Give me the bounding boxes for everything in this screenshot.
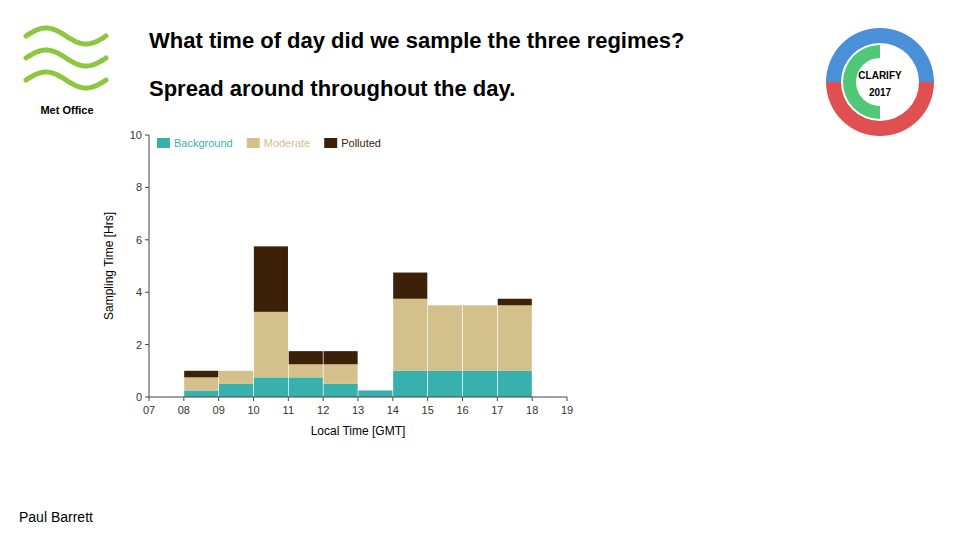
- x-tick: [497, 397, 498, 401]
- x-tick-label: 13: [352, 404, 364, 416]
- bar-segment: [428, 371, 462, 397]
- logo-ring: [843, 45, 880, 119]
- bar-segment: [358, 390, 392, 391]
- bar-segment: [289, 377, 323, 397]
- logo-wave: [26, 50, 106, 66]
- x-tick: [392, 397, 393, 401]
- y-tick-label: 0: [136, 391, 142, 403]
- legend-swatch: [324, 138, 337, 148]
- y-tick: [145, 135, 149, 136]
- legend-label: Moderate: [264, 137, 310, 149]
- bar-segment: [219, 371, 253, 384]
- chart-svg: What time of day did we sample the three…: [0, 0, 960, 540]
- x-tick: [532, 397, 533, 401]
- y-tick-label: 10: [130, 129, 142, 141]
- x-tick-label: 14: [387, 404, 399, 416]
- x-tick: [462, 397, 463, 401]
- bar-segment: [289, 351, 323, 364]
- y-tick-label: 6: [136, 234, 142, 246]
- x-tick-label: 17: [491, 404, 503, 416]
- bar-segment: [184, 390, 218, 397]
- bar-segment: [254, 377, 288, 397]
- bar-segment: [463, 371, 497, 397]
- bar-segment: [184, 371, 218, 378]
- legend: Background Moderate Polluted: [157, 137, 381, 149]
- legend-label: Polluted: [341, 137, 381, 149]
- x-tick-label: 12: [317, 404, 329, 416]
- logo-text: CLARIFY: [858, 70, 902, 81]
- x-tick: [288, 397, 289, 401]
- x-tick: [149, 397, 150, 401]
- x-tick-label: 07: [143, 404, 155, 416]
- bar-segment: [463, 305, 497, 306]
- legend-label: Background: [174, 137, 233, 149]
- legend-item: Polluted: [324, 137, 381, 149]
- legend-item: Moderate: [247, 137, 310, 149]
- y-tick: [145, 397, 149, 398]
- bar-segment: [358, 390, 392, 397]
- x-tick: [183, 397, 184, 401]
- bar-segment: [463, 305, 497, 371]
- axes: 0 2 4 6 8 10 07 08 09 10 11 12 13 14 15 16 17 18 19: [130, 129, 573, 416]
- y-axis-label: Sampling Time [Hrs]: [102, 212, 116, 320]
- legend-swatch: [247, 138, 260, 148]
- x-axis-label: Local Time [GMT]: [311, 424, 406, 438]
- x-tick: [323, 397, 324, 401]
- bar-segment: [428, 305, 462, 306]
- x-tick-label: 09: [213, 404, 225, 416]
- x-tick: [567, 397, 568, 401]
- bar-segment: [393, 299, 427, 371]
- logo-wave: [26, 72, 106, 88]
- logo-text: Met Office: [40, 104, 93, 116]
- bar-segment: [254, 246, 288, 312]
- x-tick-label: 18: [526, 404, 538, 416]
- background: [0, 0, 960, 540]
- subtitle: Spread around throughout the day.: [149, 76, 515, 101]
- x-tick: [427, 397, 428, 401]
- bar-segment: [393, 371, 427, 397]
- x-tick-label: 16: [456, 404, 468, 416]
- legend-swatch: [157, 138, 170, 148]
- x-tick: [218, 397, 219, 401]
- x-tick-label: 11: [283, 404, 294, 416]
- bar-segment: [289, 364, 323, 377]
- bar-segment: [393, 273, 427, 299]
- y-tick: [145, 344, 149, 345]
- logo-wave: [26, 28, 106, 44]
- bars: [184, 246, 532, 397]
- bar-segment: [498, 299, 532, 306]
- bar-segment: [324, 364, 358, 384]
- bar-segment: [184, 377, 218, 390]
- bar-segment: [324, 351, 358, 364]
- x-tick: [253, 397, 254, 401]
- legend-item: Background: [157, 137, 233, 149]
- y-axis-line: [149, 135, 150, 397]
- author: Paul Barrett: [19, 509, 93, 525]
- bar-segment: [428, 305, 462, 371]
- y-tick-label: 4: [136, 286, 142, 298]
- y-tick-label: 8: [136, 181, 142, 193]
- bar-segment: [219, 370, 253, 371]
- met-office-logo: Met Office: [26, 28, 106, 116]
- x-tick: [358, 397, 359, 401]
- bar-segment: [219, 384, 253, 397]
- x-tick-label: 08: [178, 404, 190, 416]
- title: What time of day did we sample the three…: [149, 28, 684, 53]
- bar-segment: [498, 371, 532, 397]
- bar-segment: [498, 305, 532, 371]
- clarify-logo: CLARIFY 2017: [826, 28, 934, 136]
- y-tick-label: 2: [136, 339, 142, 351]
- y-tick: [145, 239, 149, 240]
- bar-segment: [254, 312, 288, 378]
- logo-text: 2017: [869, 87, 892, 98]
- x-tick-label: 19: [561, 404, 573, 416]
- x-tick-label: 10: [247, 404, 259, 416]
- x-tick-label: 15: [422, 404, 434, 416]
- y-tick: [145, 292, 149, 293]
- bar-segment: [358, 390, 392, 391]
- y-tick: [145, 187, 149, 188]
- bar-segment: [324, 384, 358, 397]
